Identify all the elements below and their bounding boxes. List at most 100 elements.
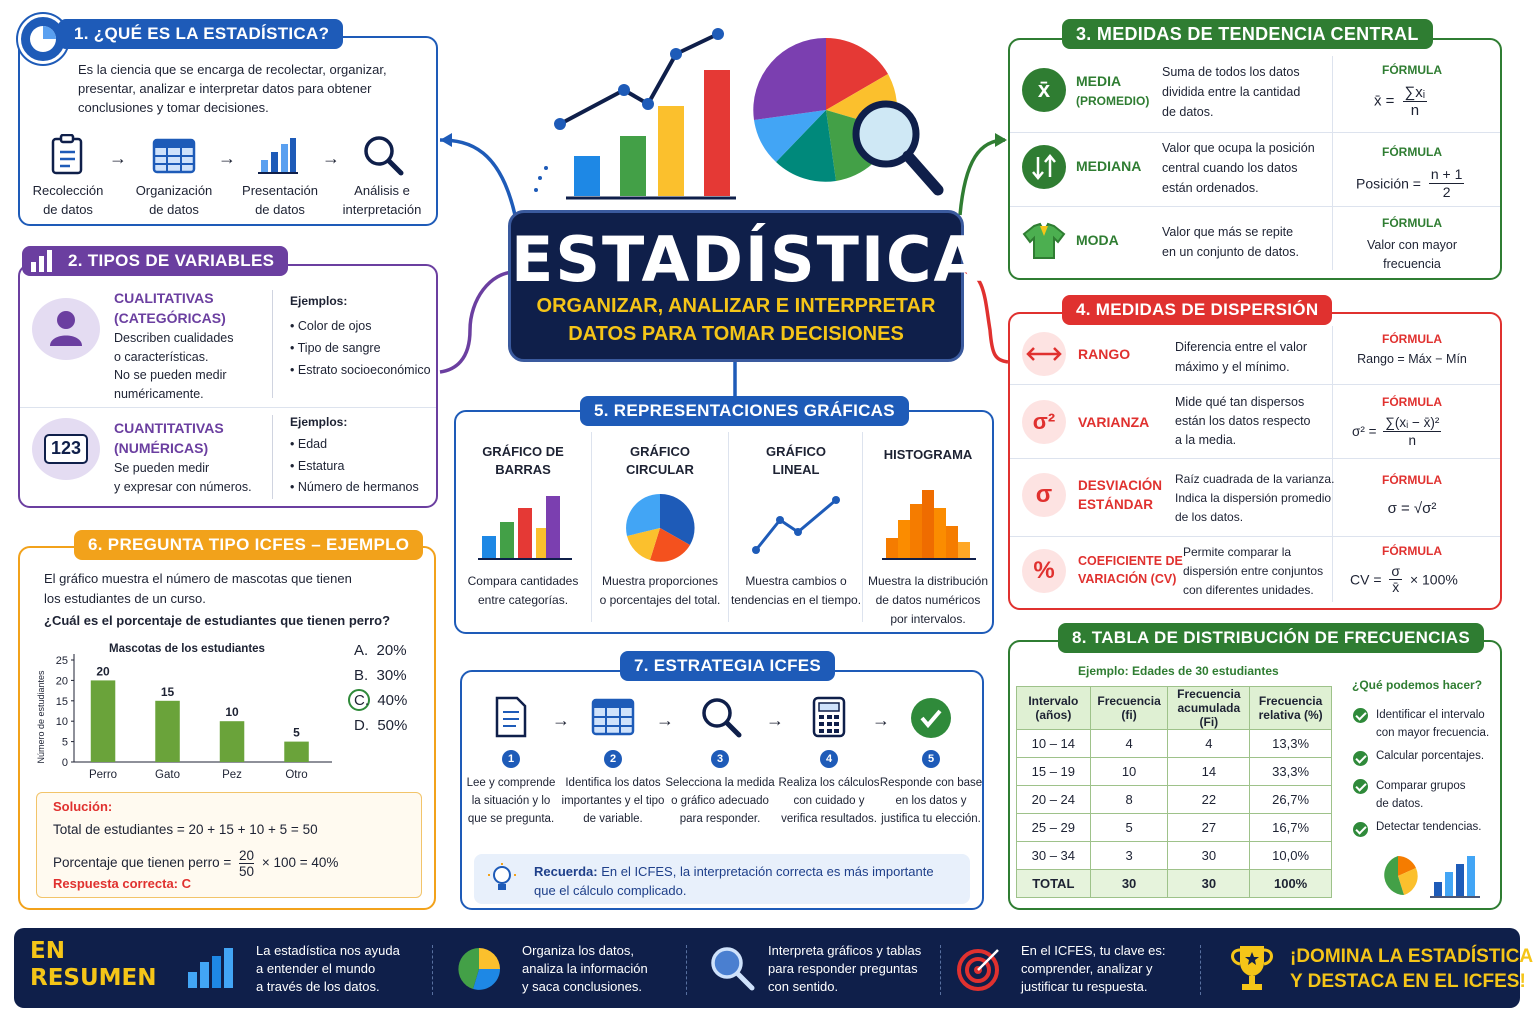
summary-item-2: Organiza los datos, analiza la informació…	[522, 943, 648, 994]
charts-illustration-icon	[1384, 856, 1480, 898]
chart-data-label: 20	[96, 664, 110, 678]
cv-description: Permite comparar la dispersión entre conj…	[1183, 545, 1324, 597]
chart-x-tick-label: Pez	[222, 769, 242, 781]
step-text-1: Lee y comprende la situación y lo que se p…	[466, 777, 556, 825]
section7-title: 7. ESTRATEGIA ICFES	[620, 651, 836, 681]
check-circle-icon	[911, 698, 951, 738]
section-what-is-statistics	[18, 36, 438, 226]
divider	[940, 945, 941, 995]
action-item: Detectar tendencias.	[1376, 821, 1482, 833]
table-example-label: Ejemplo: Edades de 30 estudiantes	[1078, 664, 1279, 678]
bar-chart-icon	[478, 496, 572, 560]
variance-name: VARIANZA	[1078, 414, 1150, 430]
summary-item-3: Interpreta gráficos y tablas para respond…	[768, 943, 922, 994]
range-name: RANGO	[1078, 346, 1131, 362]
divider	[1010, 458, 1500, 459]
mean-name: MEDIA (PROMEDIO)	[1076, 73, 1150, 108]
question-text: El gráfico muestra el número de mascotas…	[44, 571, 352, 606]
question-prompt: ¿Cuál es el porcentaje de estudiantes qu…	[44, 613, 391, 628]
option-b[interactable]: B. 30%	[354, 667, 407, 684]
step-organize-label: Organización de datos	[135, 183, 213, 217]
divider	[1010, 536, 1500, 537]
step-text-3: Selecciona la medida o gráfico adecuado pa…	[665, 777, 775, 825]
option-c[interactable]: C. 40%	[354, 692, 408, 709]
option-d[interactable]: D. 50%	[354, 717, 408, 734]
divider	[1010, 384, 1500, 385]
chart-x-tick-label: Gato	[155, 769, 180, 781]
bar-chart-type-description: Compara cantidades entre categorías.	[467, 574, 579, 607]
summary-item-4: En el ICFES, tu clave es: comprender, ana…	[1021, 943, 1166, 994]
hero-illustration	[534, 28, 944, 200]
solution-line1: Total de estudiantes = 20 + 15 + 10 + 5 …	[53, 822, 318, 837]
chart-y-tick-label: 20	[56, 675, 68, 687]
chart-bar	[284, 741, 309, 762]
check-icon	[1353, 822, 1368, 837]
divider	[862, 432, 863, 622]
range-description: Diferencia entre el valor máximo y el mín…	[1175, 340, 1308, 374]
histogram-type-description: Muestra la distribución de datos numérico…	[867, 574, 989, 626]
col-header: Frecuencia relativa (%)	[1249, 686, 1332, 730]
col-header: Intervalo (años)	[1016, 686, 1091, 730]
summary-footer	[14, 928, 1520, 1008]
line-chart-type-title: GRÁFICO LINEAL	[766, 444, 826, 477]
step-number-4: 4	[820, 750, 838, 768]
median-name: MEDIANA	[1076, 158, 1142, 174]
median-formula-label: FÓRMULA	[1382, 145, 1442, 159]
section3-title: 3. MEDIDAS DE TENDENCIA CENTRAL	[1062, 19, 1433, 49]
step-analyze-label: Análisis e interpretación	[342, 183, 422, 217]
solution-label: Solución:	[53, 799, 113, 814]
step-text-4: Realiza los cálculos con cuidado y verific…	[778, 777, 880, 825]
chart-data-label: 10	[225, 705, 239, 719]
mean-description: Suma de todos los datos dividida entre la…	[1162, 65, 1301, 119]
bar-chart-type-title: GRÁFICO DE BARRAS	[482, 444, 564, 477]
lightbulb-icon	[488, 863, 516, 890]
action-item: Calcular porcentajes.	[1376, 750, 1485, 762]
arrow-right-icon: →	[552, 710, 570, 730]
variance-description: Mide qué tan dispersos están los datos re…	[1175, 395, 1311, 447]
qualitative-examples-list: • Color de ojos • Tipo de sangre • Estrato…	[290, 319, 431, 377]
cv-formula: CV = σ x̄ × 100%	[1350, 563, 1458, 595]
pie-chart-icon	[458, 948, 500, 990]
chart-bar	[219, 721, 245, 762]
bar-chart-icon	[188, 948, 233, 988]
chart-data-label: 5	[293, 726, 300, 740]
divider	[728, 432, 729, 622]
arrow-right-icon: →	[656, 710, 674, 730]
histogram-type-title: HISTOGRAMA	[883, 447, 973, 462]
table-row: 15 – 19 10 14 33,3%	[1016, 757, 1332, 786]
answer-options: A. 20% B. 30% C. 40% D. 50%	[348, 642, 424, 752]
variance-icon: σ²	[1022, 400, 1066, 444]
std-deviation-name: DESVIACIÓN ESTÁNDAR	[1078, 478, 1163, 512]
chart-y-tick-label: 0	[62, 757, 68, 769]
target-icon	[957, 949, 999, 991]
line-chart-type-description: Muestra cambios o tendencias en el tiempo…	[730, 574, 862, 607]
solution-box: Solución: Total de estudiantes = 20 + 15…	[36, 792, 422, 898]
mode-formula-label: FÓRMULA	[1382, 216, 1442, 230]
chart-bar	[90, 680, 116, 762]
divider	[1200, 945, 1201, 995]
section-dispersion	[1008, 312, 1502, 610]
table-row: 30 – 34 3 30 10,0%	[1016, 841, 1332, 870]
action-item: Comparar grupos de datos.	[1376, 780, 1466, 810]
chart-y-tick-label: 10	[56, 716, 68, 728]
remember-text: Recuerda: En el ICFES, la interpretación…	[534, 864, 934, 898]
calculator-icon	[812, 696, 846, 738]
option-a[interactable]: A. 20%	[354, 642, 407, 659]
section2-title: 2. TIPOS DE VARIABLES	[22, 246, 289, 276]
table-header-row: Intervalo (años) Frecuencia (fi) Frecuenci…	[1016, 686, 1332, 730]
divider	[1332, 56, 1333, 270]
mode-description: Valor que más se repite en un conjunto de…	[1162, 225, 1299, 259]
step-number-2: 2	[604, 750, 622, 768]
section1-description: Es la ciencia que se encarga de recolect…	[78, 62, 387, 115]
cv-name: COEFICIENTE DE VARIACIÓN (CV)	[1078, 554, 1183, 586]
divider	[1010, 206, 1500, 207]
magnifier-icon	[364, 136, 404, 176]
arrow-right-icon: →	[218, 148, 236, 168]
pie-chart-icon	[626, 493, 695, 562]
pie-chart-type-title: GRÁFICO CIRCULAR	[626, 444, 694, 477]
quantitative-description: Se pueden medir y expresar con números.	[114, 461, 252, 494]
col-header: Frecuencia acumulada (Fi)	[1167, 686, 1251, 730]
table-row: 20 – 24 8 22 26,7%	[1016, 785, 1332, 814]
pie-chart-type-description: Muestra proporciones o porcentajes del to…	[599, 574, 721, 607]
